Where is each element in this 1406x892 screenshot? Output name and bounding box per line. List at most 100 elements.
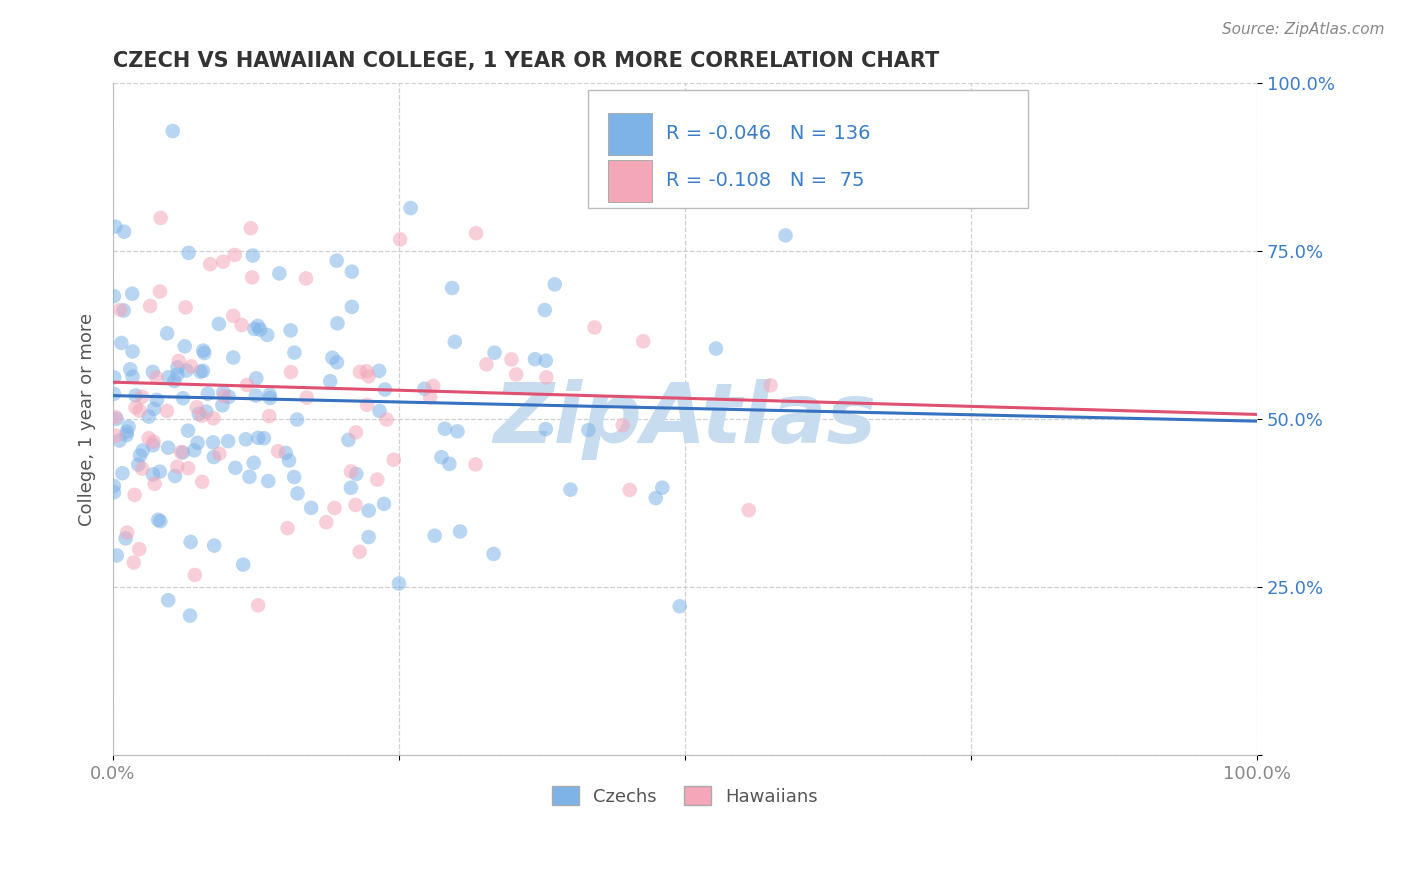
Point (323, 500, 346, 515)
Point (235, 432, 257, 446)
Point (131, 461, 153, 475)
Point (238, 469, 260, 483)
Point (163, 469, 186, 483)
Point (232, 558, 254, 572)
Point (340, 300, 363, 314)
Point (112, 303, 135, 318)
Point (211, 398, 233, 412)
Point (257, 409, 280, 423)
Point (245, 371, 267, 385)
Point (373, 497, 395, 511)
Point (299, 500, 322, 515)
Text: ZipAtlas: ZipAtlas (494, 378, 876, 459)
Point (197, 386, 219, 401)
Point (148, 513, 170, 527)
Point (157, 370, 180, 384)
Legend: Czechs, Hawaiians: Czechs, Hawaiians (544, 780, 825, 813)
Point (167, 354, 190, 368)
Point (430, 450, 453, 465)
Point (142, 467, 165, 482)
Point (212, 389, 235, 403)
Point (249, 323, 271, 337)
Point (124, 488, 146, 502)
Point (208, 447, 231, 461)
Point (368, 404, 391, 418)
Point (122, 556, 145, 570)
Point (212, 385, 235, 400)
Point (759, 378, 782, 392)
Point (163, 374, 186, 388)
Point (583, 320, 606, 334)
Point (172, 391, 194, 405)
Text: R = -0.108   N =  75: R = -0.108 N = 75 (665, 171, 865, 190)
Point (149, 514, 172, 528)
Point (257, 474, 280, 488)
Point (157, 441, 180, 455)
Point (142, 434, 165, 449)
Text: CZECH VS HAWAIIAN COLLEGE, 1 YEAR OR MORE CORRELATION CHART: CZECH VS HAWAIIAN COLLEGE, 1 YEAR OR MOR… (112, 51, 939, 70)
Point (283, 470, 305, 484)
Point (176, 363, 198, 377)
Point (110, 302, 132, 317)
Point (578, 423, 600, 437)
Point (356, 398, 378, 412)
Point (239, 221, 262, 235)
Point (117, 419, 139, 434)
Point (149, 285, 172, 299)
Point (191, 364, 214, 378)
Point (174, 301, 197, 315)
Point (259, 387, 281, 401)
Point (149, 211, 172, 225)
Point (183, 443, 205, 458)
Point (326, 316, 349, 330)
Point (283, 345, 305, 359)
FancyBboxPatch shape (609, 160, 652, 202)
Point (193, 346, 215, 360)
Point (344, 425, 367, 440)
Point (128, 542, 150, 557)
Point (325, 253, 347, 268)
Point (344, 467, 367, 481)
Point (115, 525, 138, 540)
Point (149, 465, 172, 479)
Point (124, 388, 146, 402)
Point (103, 479, 125, 493)
Point (145, 370, 167, 384)
Point (105, 549, 128, 563)
Point (423, 529, 446, 543)
Point (243, 322, 266, 336)
Point (156, 404, 179, 418)
Point (142, 365, 165, 379)
Point (465, 226, 488, 240)
Point (482, 547, 505, 561)
Point (115, 425, 138, 439)
Point (280, 323, 302, 337)
Point (295, 271, 318, 285)
Point (326, 355, 349, 369)
Point (111, 467, 134, 481)
Point (523, 352, 546, 367)
Point (177, 245, 200, 260)
Point (247, 599, 270, 613)
Point (146, 392, 169, 407)
Point (180, 535, 202, 549)
Point (114, 532, 136, 546)
Point (340, 481, 363, 495)
Point (644, 491, 666, 505)
Point (224, 460, 246, 475)
Point (349, 545, 371, 559)
Point (441, 281, 464, 295)
Point (224, 248, 246, 262)
Point (166, 360, 188, 375)
Point (278, 453, 301, 467)
Point (374, 383, 396, 397)
Point (315, 515, 337, 529)
Point (103, 289, 125, 303)
Point (104, 429, 127, 443)
FancyBboxPatch shape (588, 90, 1028, 208)
Point (259, 391, 281, 405)
Point (112, 225, 135, 239)
Point (138, 409, 160, 424)
Point (247, 431, 270, 445)
Text: Source: ZipAtlas.com: Source: ZipAtlas.com (1222, 22, 1385, 37)
